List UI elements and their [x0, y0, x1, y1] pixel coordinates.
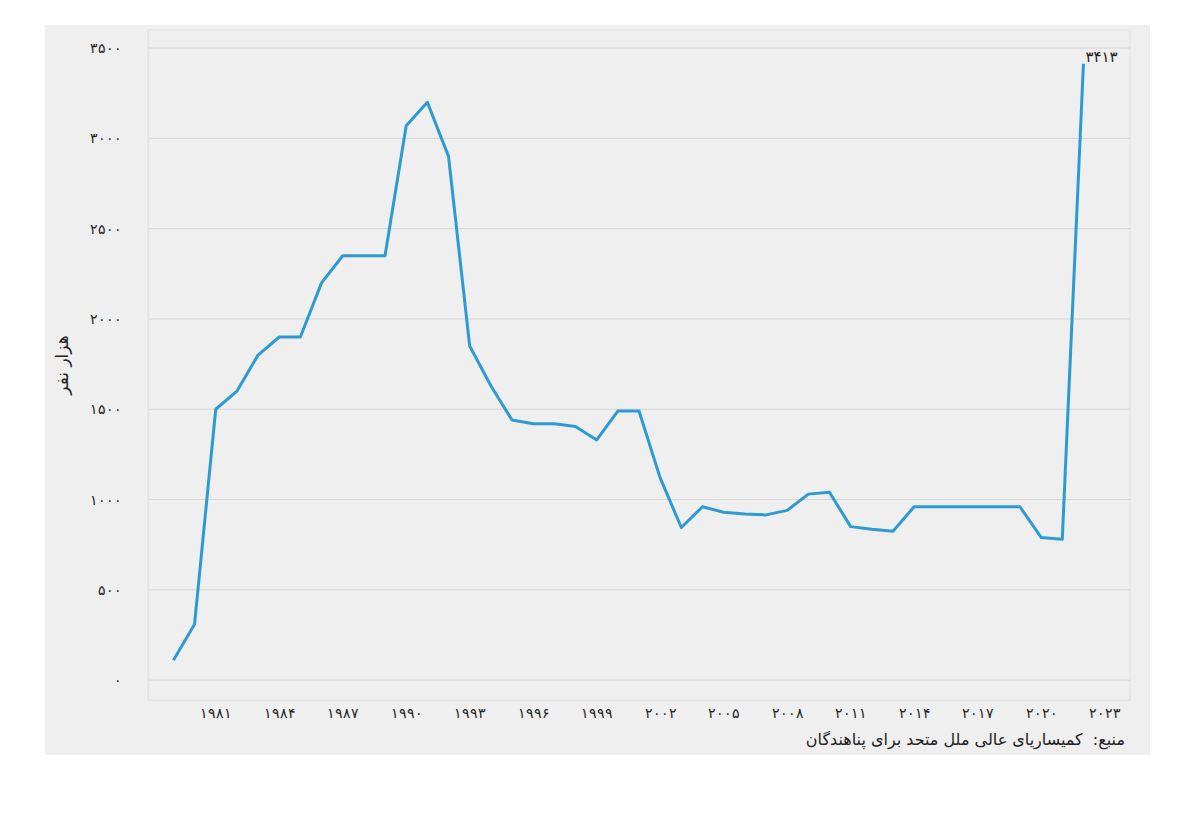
x-tick: ۲۰۲۰ — [1026, 700, 1058, 721]
x-tick-label: ۲۰۰۵ — [708, 705, 740, 721]
x-tick: ۲۰۰۵ — [708, 700, 740, 721]
grid-line — [148, 228, 1130, 229]
data-line — [173, 64, 1083, 660]
y-tick: ۳۵۰۰ — [90, 40, 148, 56]
x-tick: ۱۹۸۱ — [200, 700, 232, 721]
x-tick-label: ۱۹۸۷ — [327, 705, 359, 721]
y-tick-label: ۵۰۰ — [98, 582, 122, 598]
y-tick-label: ۲۰۰۰ — [90, 311, 122, 327]
y-tick-label: ۱۰۰۰ — [90, 492, 122, 508]
chart: ۰ ۵۰۰ ۱۰۰۰ ۱۵۰۰ ۲۰۰۰ ۲۵۰۰ ۳۰۰۰ ۳۵۰۰ ۱۹۸۱ ۱۹۸۴ ۱۹۸۷… — [0, 0, 1181, 830]
x-tick-label: ۱۹۹۶ — [518, 705, 550, 721]
x-tick-label: ۲۰۰۸ — [772, 705, 804, 721]
grid — [148, 48, 1130, 680]
annotation: ۳۴۱۳ — [1085, 48, 1117, 66]
y-tick: ۳۰۰۰ — [90, 130, 148, 146]
y-tick-label: ۲۵۰۰ — [90, 221, 122, 237]
grid-line — [148, 589, 1130, 590]
y-tick: ۵۰۰ — [98, 582, 148, 598]
x-tick: ۲۰۰۲ — [645, 700, 677, 721]
x-tick-label: ۱۹۹۹ — [581, 705, 613, 721]
x-tick: ۱۹۹۹ — [581, 700, 613, 721]
x-tick: ۲۰۱۷ — [962, 700, 994, 721]
x-tick: ۲۰۲۳ — [1089, 700, 1121, 721]
x-tick-label: ۲۰۰۲ — [645, 705, 677, 721]
y-axis-line — [148, 31, 149, 701]
y-tick-label: ۰ — [114, 672, 122, 688]
x-tick: ۱۹۸۷ — [327, 700, 359, 721]
grid-line — [148, 680, 1130, 681]
x-tick: ۱۹۹۰ — [391, 700, 423, 721]
x-tick-label: ۲۰۱۴ — [899, 705, 931, 721]
background — [45, 25, 1150, 755]
x-tick-label: ۲۰۲۰ — [1026, 705, 1058, 721]
x-tick: ۱۹۸۴ — [264, 700, 296, 721]
x-tick-label: ۲۰۱۷ — [962, 705, 994, 721]
y-axis: ۰ ۵۰۰ ۱۰۰۰ ۱۵۰۰ ۲۰۰۰ ۲۵۰۰ ۳۰۰۰ ۳۵۰۰ — [90, 31, 149, 701]
x-tick-label: ۲۰۲۳ — [1089, 705, 1121, 721]
source-note: منبع: کمیساریای عالی ملل متحد برای پناهن… — [806, 730, 1125, 750]
y-tick: ۲۰۰۰ — [90, 311, 148, 327]
x-tick-label: ۲۰۱۱ — [835, 705, 867, 721]
plot-area — [173, 64, 1083, 660]
grid-line — [148, 318, 1130, 319]
y-tick: ۱۰۰۰ — [90, 492, 148, 508]
x-tick-label: ۱۹۹۰ — [391, 705, 423, 721]
grid-line — [148, 48, 1130, 49]
grid-line — [148, 499, 1130, 500]
x-tick-label: ۱۹۸۱ — [200, 705, 232, 721]
plot-frame — [148, 30, 1130, 700]
y-tick: ۰ — [114, 672, 148, 688]
y-tick-label: ۱۵۰۰ — [90, 401, 122, 417]
x-tick: ۲۰۰۸ — [772, 700, 804, 721]
x-axis-line — [149, 700, 1131, 701]
y-tick: ۲۵۰۰ — [90, 221, 148, 237]
x-tick-label: ۱۹۹۳ — [454, 705, 486, 721]
x-tick: ۲۰۱۱ — [835, 700, 867, 721]
x-tick: ۱۹۹۶ — [518, 700, 550, 721]
y-axis-title: هزار نفر — [52, 335, 72, 395]
y-tick-label: ۳۵۰۰ — [90, 40, 122, 56]
x-tick: ۲۰۱۴ — [899, 700, 931, 721]
grid-line — [148, 138, 1130, 139]
y-tick: ۱۵۰۰ — [90, 401, 148, 417]
x-tick-label: ۱۹۸۴ — [264, 705, 296, 721]
y-tick-label: ۳۰۰۰ — [90, 130, 122, 146]
x-tick: ۱۹۹۳ — [454, 700, 486, 721]
x-axis: ۱۹۸۱ ۱۹۸۴ ۱۹۸۷ ۱۹۹۰ ۱۹۹۳ ۱۹۹۶ ۱۹۹۹ ۲۰۰۲ ۲۰۰۵ ۲۰۰۸… — [149, 700, 1131, 721]
